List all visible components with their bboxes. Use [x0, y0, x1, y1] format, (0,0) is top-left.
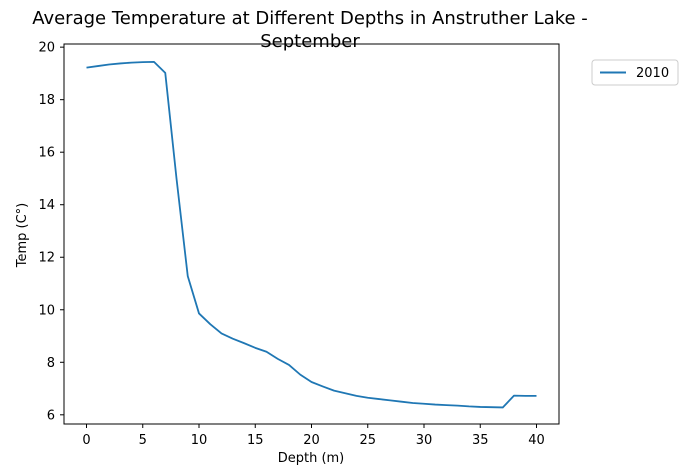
data-point — [266, 351, 268, 353]
data-point — [479, 406, 481, 408]
data-point — [299, 374, 301, 376]
x-tick-label: 20 — [303, 433, 320, 448]
data-point — [97, 65, 99, 67]
data-point — [198, 312, 200, 314]
data-point — [468, 405, 470, 407]
y-tick-label: 6 — [47, 408, 55, 423]
data-point — [176, 177, 178, 179]
data-point — [378, 398, 380, 400]
x-tick-label: 35 — [472, 433, 489, 448]
data-point — [389, 399, 391, 401]
data-point — [243, 342, 245, 344]
data-point — [254, 347, 256, 349]
data-point — [232, 338, 234, 340]
data-point — [187, 275, 189, 277]
y-tick-label: 18 — [38, 93, 55, 108]
data-point — [221, 332, 223, 334]
x-tick-label: 25 — [359, 433, 376, 448]
data-point — [86, 67, 88, 69]
data-point — [457, 405, 459, 407]
x-tick-label: 15 — [247, 433, 264, 448]
data-point — [446, 404, 448, 406]
y-tick-label: 16 — [38, 146, 55, 161]
chart-title-line-1: Average Temperature at Different Depths … — [32, 8, 588, 29]
data-point — [412, 402, 414, 404]
data-point — [434, 404, 436, 406]
data-point — [131, 62, 133, 64]
data-point — [401, 401, 403, 403]
data-point — [502, 406, 504, 408]
series-line-2010 — [86, 60, 537, 409]
x-axis-label: Depth (m) — [278, 451, 345, 466]
data-point — [108, 63, 110, 65]
data-point — [322, 385, 324, 387]
series-layer — [86, 60, 538, 409]
x-tick-label: 0 — [82, 433, 90, 448]
y-tick-label: 12 — [38, 251, 55, 266]
chart-title-line-2: September — [260, 31, 360, 52]
data-point — [153, 61, 155, 63]
y-axis-label: Temp (C°) — [15, 203, 30, 269]
data-point — [491, 406, 493, 408]
y-tick-label: 10 — [38, 303, 55, 318]
x-tick-label: 30 — [416, 433, 433, 448]
data-point — [311, 381, 313, 383]
axes-frame — [63, 43, 560, 425]
legend-label-2010: 2010 — [636, 66, 669, 81]
data-point — [288, 364, 290, 366]
x-tick-label: 5 — [139, 433, 147, 448]
y-tick-label: 14 — [38, 198, 55, 213]
data-point — [513, 395, 515, 397]
data-point — [367, 397, 369, 399]
data-point — [277, 358, 279, 360]
data-point — [142, 61, 144, 63]
data-point — [333, 390, 335, 392]
plot-area: 0 5 10 15 20 25 30 35 40 6 8 10 12 14 16 18 20 — [38, 41, 560, 448]
y-axis-ticks: 6 8 10 12 14 16 18 20 — [38, 41, 64, 423]
data-point — [119, 62, 121, 64]
x-axis-ticks: 0 5 10 15 20 25 30 35 40 — [82, 424, 545, 448]
data-point — [524, 395, 526, 397]
data-point — [164, 72, 166, 74]
data-point — [356, 395, 358, 397]
legend: 2010 — [591, 59, 679, 86]
legend-frame — [591, 59, 679, 86]
data-point — [536, 395, 538, 397]
data-point — [209, 323, 211, 325]
data-point — [423, 403, 425, 405]
x-tick-label: 40 — [528, 433, 545, 448]
data-point — [344, 392, 346, 394]
y-tick-label: 20 — [38, 41, 55, 56]
x-tick-label: 10 — [191, 433, 208, 448]
y-tick-label: 8 — [47, 356, 55, 371]
